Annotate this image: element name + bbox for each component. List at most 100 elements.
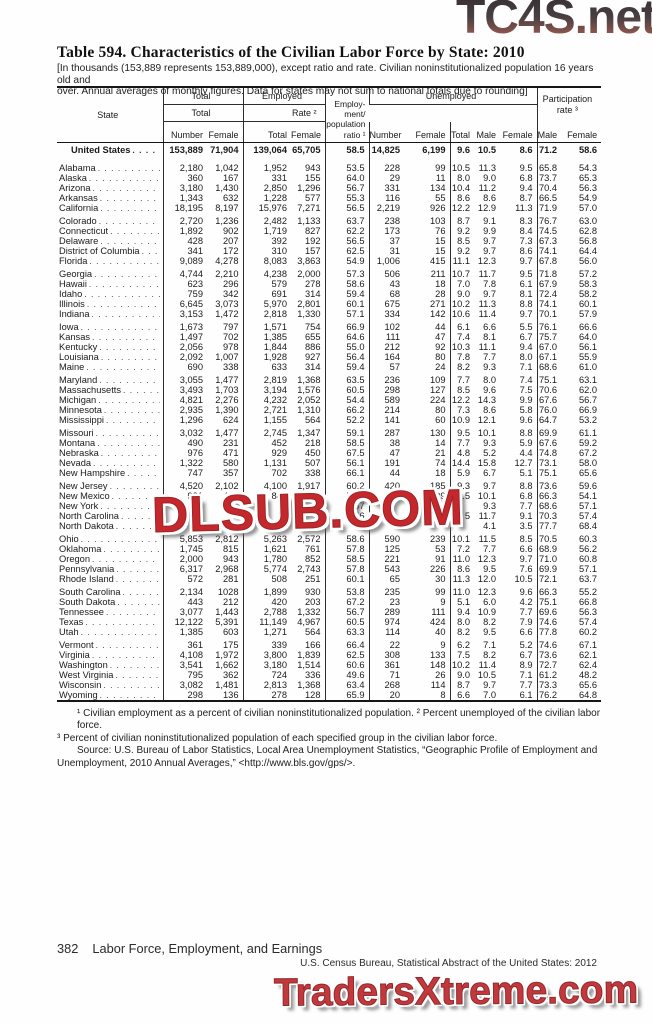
value-cell: 65.6	[578, 468, 598, 478]
header-line: Employ-	[334, 98, 366, 109]
value-cell: 172	[223, 246, 239, 256]
value-cell: 632	[223, 193, 239, 203]
value-cell: 18	[435, 279, 446, 289]
state-name: Massachusetts	[59, 385, 122, 395]
value-cell: 1,719	[242, 226, 292, 236]
value-cell: 9.7	[483, 236, 497, 246]
value-cell: 76.2	[536, 690, 562, 701]
table-row: Montana. . . . . . . . . . . . . . . . .…	[57, 438, 601, 448]
state-cell: Utah. . . . . . . . . . . . . . . . . . …	[57, 627, 164, 637]
value-cell: 6.8	[519, 491, 533, 501]
state-cell: West Virginia. . . . . . . . . . . . . .…	[57, 670, 164, 680]
value-cell: 9.5	[483, 564, 497, 574]
value-cell: 92	[435, 342, 446, 352]
table-body: United States . . . . . . . . . . . . . .…	[57, 142, 601, 701]
value-cell: 3,180	[179, 183, 203, 193]
value-cell: 424	[430, 617, 446, 627]
table-note-line: [In thousands (153,889 represents 153,88…	[57, 63, 594, 86]
value-cell: 8.7	[449, 213, 475, 226]
dot-leader: . . . . . . . . . . . . . . . . . . . . …	[100, 236, 159, 246]
value-cell: 60.1	[324, 299, 370, 309]
value-cell: 8.4	[519, 226, 533, 236]
value-cell: 7.8	[449, 352, 475, 362]
value-cell: 65.9	[324, 690, 370, 701]
table-row: District of Columbia. . . . . . . . . . …	[57, 246, 601, 256]
value-cell: 564	[305, 415, 321, 425]
value-cell: 9.4	[519, 183, 533, 193]
value-cell: 54.1	[578, 491, 598, 501]
value-cell: 3,863	[297, 256, 321, 266]
value-cell: 79	[368, 491, 405, 501]
state-name: Georgia	[59, 269, 93, 279]
table-row: Kansas. . . . . . . . . . . . . . . . . …	[57, 332, 601, 342]
value-cell: 130	[430, 428, 446, 438]
value-cell: 63.5	[324, 372, 370, 385]
value-cell: 66.1	[324, 468, 370, 478]
dot-leader: . . . . . . . . . . . . . . . . . . . . …	[92, 332, 159, 342]
value-cell	[368, 521, 405, 531]
value-cell: 203	[305, 597, 321, 607]
value-cell: 236	[368, 372, 405, 385]
table-row: Indiana. . . . . . . . . . . . . . . . .…	[57, 309, 601, 319]
table-row: Kentucky. . . . . . . . . . . . . . . . …	[57, 342, 601, 352]
value-cell: 75.1	[536, 468, 562, 478]
value-cell: 3,082	[179, 680, 203, 690]
dot-leader: . . . . . . . . . . . . . . . . . . . . …	[97, 163, 160, 173]
table-row: Missouri. . . . . . . . . . . . . . . . …	[57, 425, 601, 438]
value-cell: 1,322	[179, 458, 203, 468]
table-row: Arkansas. . . . . . . . . . . . . . . . …	[57, 193, 601, 203]
col-header-female: Female	[500, 121, 538, 143]
table-row: Maryland. . . . . . . . . . . . . . . . …	[57, 372, 601, 385]
value-cell: 8,083	[242, 256, 292, 266]
value-cell: 827	[305, 226, 321, 236]
dot-leader: . . . . . . . . . . . . . . . . . . . . …	[115, 574, 160, 584]
value-cell: 8.2	[449, 362, 475, 372]
value-cell: 886	[305, 342, 321, 352]
value-cell: 3,541	[179, 660, 203, 670]
value-cell: 62.0	[578, 385, 598, 395]
table-row: South Carolina. . . . . . . . . . . . . …	[57, 584, 601, 597]
value-cell: 59.2	[578, 438, 598, 448]
value-cell: 11.2	[478, 183, 497, 193]
state-name: Washington	[59, 660, 108, 670]
state-cell: Mississippi. . . . . . . . . . . . . . .…	[57, 415, 164, 425]
state-name: Arizona	[59, 183, 91, 193]
value-cell: 65.3	[578, 173, 598, 183]
value-cell: 6.7	[519, 650, 533, 660]
value-cell: 134	[430, 183, 446, 193]
value-cell: 67.1	[578, 640, 598, 650]
value-cell: 1,839	[297, 650, 321, 660]
dot-leader: . . . . . . . . . . . . . . . . . . . . …	[92, 183, 160, 193]
value-cell: 5.2	[519, 640, 533, 650]
value-cell: 1,477	[215, 375, 239, 385]
value-cell: 795	[187, 670, 203, 680]
value-cell: 67.8	[536, 256, 562, 266]
table-row: Pennsylvania. . . . . . . . . . . . . . …	[57, 564, 601, 574]
value-cell: 943	[223, 554, 239, 564]
value-cell: 44	[435, 322, 446, 332]
value-cell: 167	[223, 173, 239, 183]
value-cell: 7.4	[449, 332, 475, 342]
state-cell: Ohio. . . . . . . . . . . . . . . . . . …	[57, 531, 164, 544]
dot-leader: . . . . . . . . . . . . . . . . . . . . …	[95, 428, 160, 438]
value-cell: 80	[435, 352, 446, 362]
value-cell: 7.7	[519, 680, 533, 690]
table-row: West Virginia. . . . . . . . . . . . . .…	[57, 670, 601, 680]
value-cell: 10.9	[449, 415, 475, 425]
state-cell: Nevada. . . . . . . . . . . . . . . . . …	[57, 458, 164, 468]
dot-leader: . . . . . . . . . . . . . . . . . . . . …	[100, 501, 159, 511]
value-cell: 57.8	[324, 564, 370, 574]
table-row: Michigan. . . . . . . . . . . . . . . . …	[57, 395, 601, 405]
state-name: New Hampshire	[59, 468, 126, 478]
value-cell: 43	[368, 279, 405, 289]
value-cell: 2,052	[297, 395, 321, 405]
value-cell: 8.8	[519, 299, 533, 309]
value-cell: 8.5	[449, 236, 475, 246]
value-cell: 56.5	[324, 203, 370, 213]
value-cell: 57.1	[324, 309, 370, 319]
table-row: Iowa. . . . . . . . . . . . . . . . . . …	[57, 319, 601, 332]
value-cell: 9.0	[483, 173, 497, 183]
state-name: Pennsylvania	[59, 564, 115, 574]
value-cell: 224	[430, 395, 446, 405]
state-cell: District of Columbia. . . . . . . . . . …	[57, 246, 164, 256]
